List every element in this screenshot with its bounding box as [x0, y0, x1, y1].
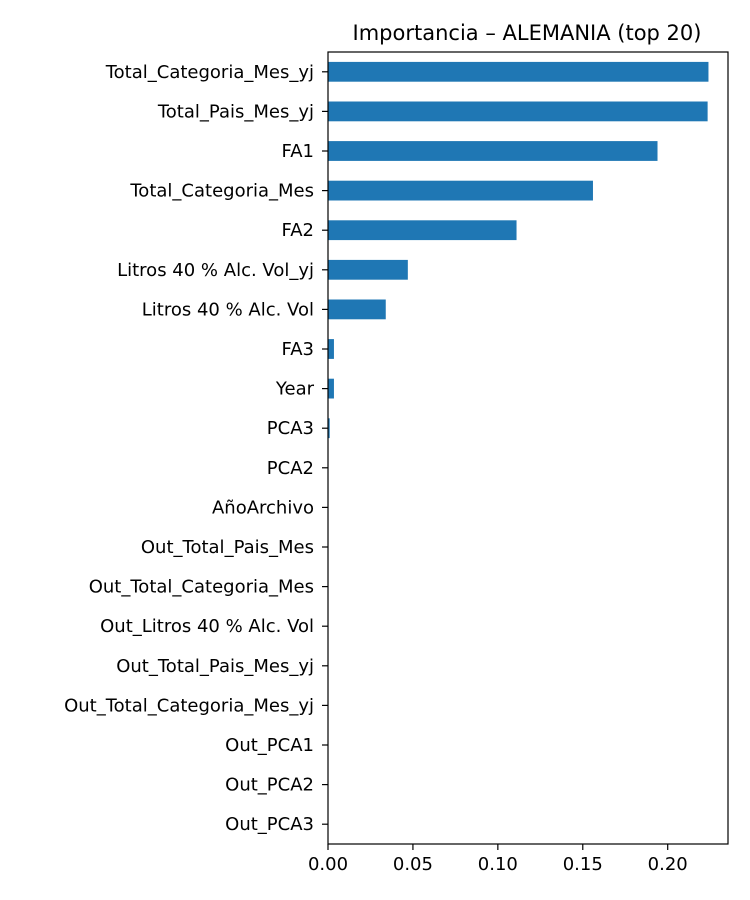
bar	[328, 220, 517, 241]
y-tick-label: Out_PCA2	[225, 775, 314, 796]
bars-group	[328, 61, 709, 439]
y-tick-label: Total_Categoria_Mes	[129, 181, 314, 202]
y-tick-label: Total_Pais_Mes_yj	[157, 101, 314, 122]
bar	[328, 141, 658, 161]
plot-frame	[327, 51, 729, 845]
x-tick-label: 0.05	[393, 854, 433, 875]
y-tick-label: FA3	[282, 339, 314, 360]
x-tick-label: 0.15	[563, 854, 603, 875]
y-tick-label: Out_Total_Pais_Mes_yj	[116, 656, 314, 677]
bar	[328, 259, 408, 280]
x-axis-ticks: 0.00 0.05 0.10 0.15 0.20	[308, 844, 688, 875]
y-tick-label: Out_Total_Pais_Mes	[141, 537, 314, 558]
bar	[328, 299, 386, 320]
chart-title: Importancia – ALEMANIA (top 20)	[353, 21, 702, 45]
y-tick-label: Out_Total_Categoria_Mes_yj	[64, 695, 314, 716]
bar	[328, 101, 708, 122]
y-axis-ticks: Total_Categoria_Mes_yj Total_Pais_Mes_yj F…	[64, 62, 328, 835]
x-tick-label: 0.00	[308, 854, 348, 875]
y-tick-label: Total_Categoria_Mes_yj	[105, 62, 314, 83]
y-tick-label: AñoArchivo	[212, 497, 314, 518]
x-tick-label: 0.20	[648, 854, 688, 875]
y-tick-label: Out_Total_Categoria_Mes	[89, 577, 314, 598]
y-tick-label: Out_PCA3	[225, 814, 314, 835]
bar	[328, 378, 334, 399]
y-tick-label: Litros 40 % Alc. Vol_yj	[117, 260, 314, 281]
x-tick-label: 0.10	[478, 854, 518, 875]
y-tick-label: PCA2	[267, 458, 314, 479]
bar	[328, 61, 709, 82]
y-tick-label: Litros 40 % Alc. Vol	[142, 299, 314, 320]
y-tick-label: Out_PCA1	[225, 735, 314, 756]
bar	[328, 339, 334, 359]
y-tick-label: Out_Litros 40 % Alc. Vol	[100, 616, 314, 637]
bar	[328, 418, 330, 439]
y-tick-label: FA1	[282, 141, 314, 162]
bar	[328, 180, 593, 201]
y-tick-label: FA2	[282, 220, 314, 241]
y-tick-label: PCA3	[267, 418, 314, 439]
y-tick-label: Year	[275, 379, 315, 400]
